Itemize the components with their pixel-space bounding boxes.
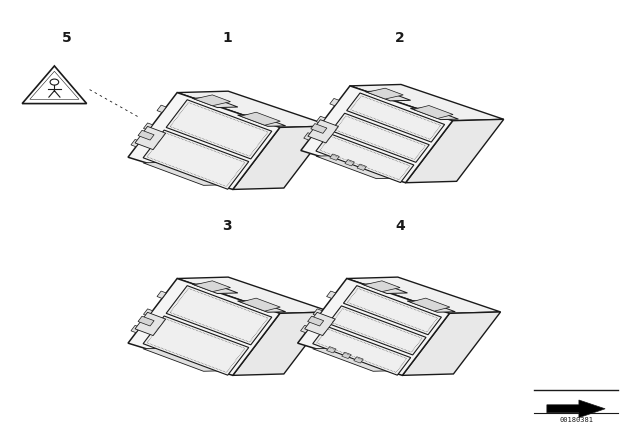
Polygon shape — [410, 108, 458, 120]
Polygon shape — [403, 312, 500, 375]
Polygon shape — [138, 130, 154, 140]
Text: 1: 1 — [222, 31, 232, 45]
Polygon shape — [308, 120, 339, 143]
Polygon shape — [143, 309, 153, 316]
Polygon shape — [308, 316, 324, 326]
Text: 2: 2 — [395, 31, 405, 45]
Polygon shape — [350, 85, 504, 121]
Polygon shape — [313, 326, 411, 375]
Polygon shape — [241, 112, 280, 125]
Polygon shape — [316, 155, 402, 179]
Polygon shape — [241, 298, 280, 311]
Polygon shape — [313, 348, 399, 371]
Text: 4: 4 — [395, 219, 405, 233]
Polygon shape — [365, 91, 411, 101]
Polygon shape — [192, 98, 238, 108]
Polygon shape — [413, 105, 453, 118]
Polygon shape — [330, 154, 339, 160]
Polygon shape — [304, 133, 313, 140]
Polygon shape — [406, 119, 504, 183]
Polygon shape — [326, 291, 336, 298]
Polygon shape — [347, 277, 500, 313]
Polygon shape — [354, 357, 364, 363]
Polygon shape — [326, 347, 336, 353]
Polygon shape — [301, 86, 452, 183]
Polygon shape — [166, 100, 272, 159]
Polygon shape — [330, 99, 339, 106]
Polygon shape — [157, 291, 166, 298]
Polygon shape — [177, 91, 331, 127]
Polygon shape — [131, 139, 140, 147]
Polygon shape — [313, 309, 323, 316]
Polygon shape — [311, 124, 327, 134]
Polygon shape — [138, 316, 154, 326]
Polygon shape — [301, 325, 310, 333]
Polygon shape — [344, 286, 442, 335]
Polygon shape — [135, 126, 166, 150]
Polygon shape — [233, 312, 331, 375]
Polygon shape — [547, 400, 605, 418]
Polygon shape — [357, 164, 367, 170]
Polygon shape — [342, 352, 351, 358]
Polygon shape — [143, 162, 229, 185]
Polygon shape — [410, 298, 450, 311]
Polygon shape — [328, 306, 426, 355]
Polygon shape — [367, 88, 403, 99]
Polygon shape — [131, 325, 140, 333]
Polygon shape — [407, 301, 455, 312]
Polygon shape — [316, 134, 414, 182]
Polygon shape — [195, 95, 230, 106]
Polygon shape — [362, 284, 408, 293]
Polygon shape — [233, 126, 331, 190]
Polygon shape — [143, 348, 229, 371]
Polygon shape — [166, 286, 272, 345]
Polygon shape — [128, 93, 280, 190]
Polygon shape — [332, 113, 429, 162]
Polygon shape — [135, 312, 166, 336]
Polygon shape — [305, 312, 335, 336]
Polygon shape — [143, 130, 249, 189]
Polygon shape — [143, 123, 153, 130]
Polygon shape — [345, 159, 355, 166]
Text: 5: 5 — [62, 31, 72, 45]
Polygon shape — [195, 281, 230, 292]
Polygon shape — [316, 116, 326, 124]
Polygon shape — [177, 277, 331, 313]
Polygon shape — [237, 301, 285, 312]
Polygon shape — [192, 284, 238, 293]
Text: 3: 3 — [222, 219, 232, 233]
Polygon shape — [128, 279, 280, 375]
Polygon shape — [157, 105, 166, 112]
Polygon shape — [237, 115, 285, 126]
Polygon shape — [364, 281, 400, 292]
Polygon shape — [298, 279, 449, 375]
Polygon shape — [143, 316, 249, 375]
Polygon shape — [347, 93, 445, 142]
Text: 00180381: 00180381 — [559, 417, 593, 423]
